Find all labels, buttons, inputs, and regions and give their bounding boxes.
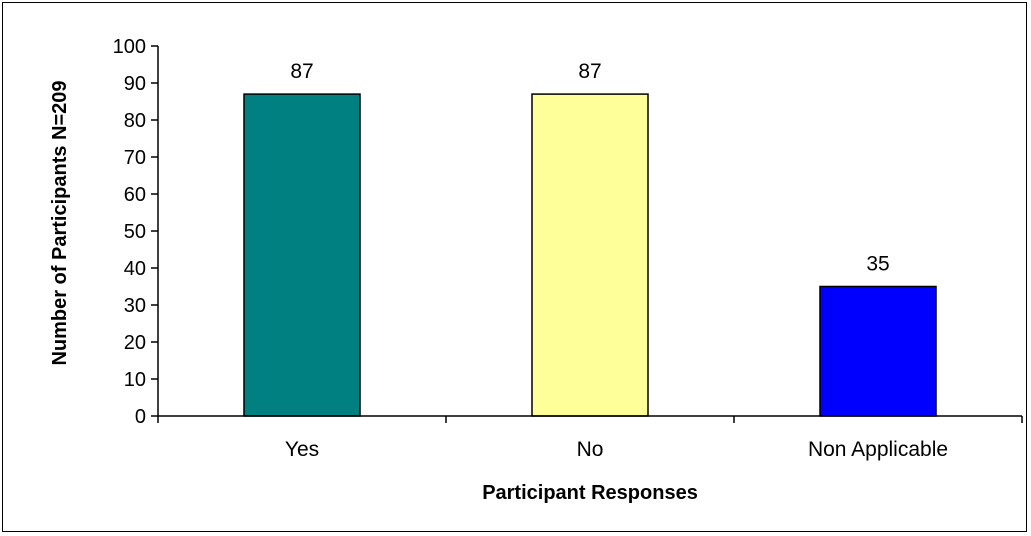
y-tick-label: 10 (124, 369, 146, 391)
category-labels: Yes No Non Applicable (285, 438, 948, 461)
category-label: Yes (285, 438, 319, 461)
y-tick-label: 40 (124, 258, 146, 280)
y-tick-label: 60 (124, 184, 146, 206)
category-label: No (577, 438, 604, 461)
x-axis-ticks (157, 416, 1023, 423)
category-label: Non Applicable (808, 438, 948, 461)
y-tick-label: 70 (124, 147, 146, 169)
data-labels: 87 87 35 (290, 60, 889, 275)
x-axis-title: Participant Responses (482, 482, 698, 504)
bar-no (531, 93, 649, 417)
data-label: 87 (290, 60, 313, 83)
y-tick-label: 20 (124, 332, 146, 354)
data-label: 87 (578, 60, 601, 83)
y-tick-label: 0 (135, 406, 146, 428)
y-tick-label: 50 (124, 221, 146, 243)
y-axis-ticks: 0 10 20 30 40 50 60 70 80 90 100 (113, 36, 158, 428)
y-axis-title: Number of Participants N=209 (49, 80, 71, 365)
bars (243, 93, 937, 417)
y-tick-label: 90 (124, 73, 146, 95)
data-label: 35 (866, 253, 889, 276)
y-tick-label: 30 (124, 295, 146, 317)
axes (157, 46, 1022, 417)
bar-yes (243, 93, 361, 417)
y-tick-label: 80 (124, 110, 146, 132)
bar-non-applicable (819, 285, 937, 417)
y-tick-label: 100 (113, 36, 146, 58)
